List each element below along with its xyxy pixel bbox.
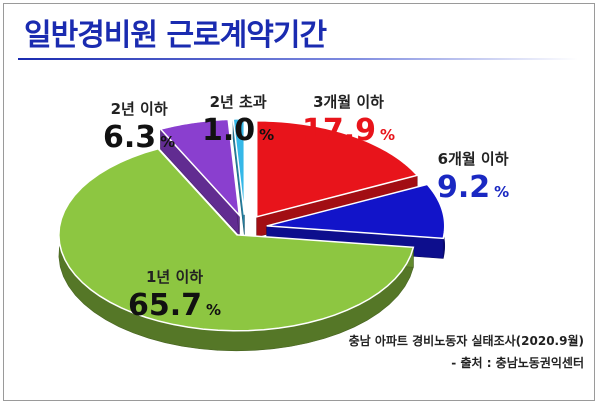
pie-slice-2	[58, 147, 415, 332]
slice-unit: %	[160, 133, 176, 151]
pie-slice-0	[255, 120, 419, 218]
chart-title: 일반경비원 근로계약기간	[24, 18, 327, 53]
slice-label-6months: 6개월 이하 9.2%	[437, 152, 509, 203]
pie-slice-1	[266, 183, 446, 240]
slice-category: 2년 초과	[209, 93, 267, 111]
pie-slice-4	[232, 118, 246, 215]
slice-value: 9.2	[437, 170, 491, 205]
slice-category: 2년 이하	[110, 100, 168, 118]
slice-label-over-2years: 2년 초과 1.0%	[202, 95, 274, 146]
title-underline	[18, 58, 578, 60]
slice-label-3months: 3개월 이하 17.9%	[302, 95, 395, 146]
source-provider: - 출처 : 충남노동권익센터	[451, 356, 584, 370]
slice-unit: %	[259, 126, 275, 144]
slice-unit: %	[494, 183, 510, 201]
pie-slice-3	[159, 118, 241, 218]
slice-value: 1.0	[202, 113, 256, 148]
slice-category: 3개월 이하	[313, 93, 384, 111]
slice-unit: %	[206, 301, 222, 319]
slice-label-1year: 1년 이하 65.7%	[128, 270, 221, 321]
slice-value: 6.3	[103, 120, 157, 155]
slice-value: 17.9	[302, 113, 377, 148]
source-survey: 충남 아파트 경비노동자 실태조사(2020.9월)	[348, 334, 584, 348]
slice-value: 65.7	[128, 288, 203, 323]
source-note: 충남 아파트 경비노동자 실태조사(2020.9월) - 출처 : 충남노동권익…	[349, 330, 584, 374]
slice-unit: %	[380, 126, 396, 144]
slice-category: 6개월 이하	[437, 150, 509, 168]
slice-label-2years: 2년 이하 6.3%	[103, 102, 175, 153]
slice-category: 1년 이하	[146, 268, 204, 286]
